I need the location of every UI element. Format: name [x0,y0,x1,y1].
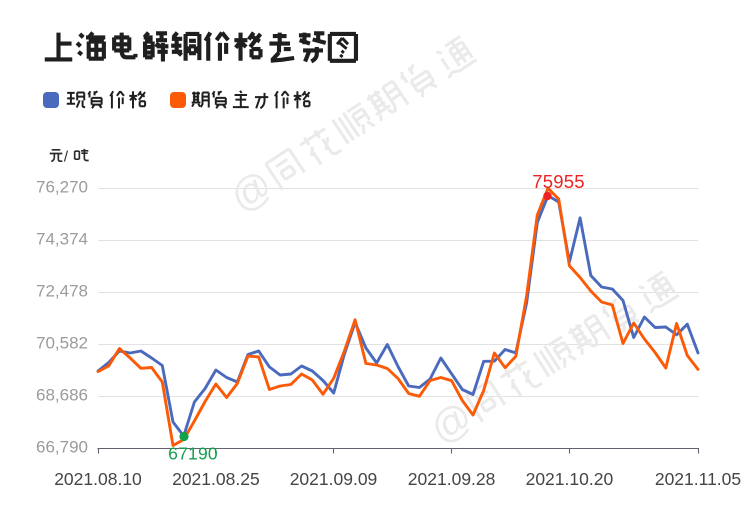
svg-text:75955: 75955 [532,171,584,192]
svg-text:/: / [64,149,69,166]
svg-text:2021.08.25: 2021.08.25 [172,469,260,489]
svg-text:2021.10.20: 2021.10.20 [526,469,614,489]
svg-text:76,270: 76,270 [36,178,88,197]
svg-text:72,478: 72,478 [36,282,88,301]
svg-text:70,582: 70,582 [36,334,88,353]
svg-text:68,686: 68,686 [36,386,88,405]
svg-text:2021.11.05: 2021.11.05 [655,469,741,489]
svg-text:2021.09.28: 2021.09.28 [408,469,496,489]
svg-text:2021.09.09: 2021.09.09 [290,469,378,489]
svg-text:74,374: 74,374 [36,230,88,249]
svg-text:66,790: 66,790 [36,438,88,457]
svg-text:2021.08.10: 2021.08.10 [54,469,142,489]
svg-text:67190: 67190 [168,444,218,464]
